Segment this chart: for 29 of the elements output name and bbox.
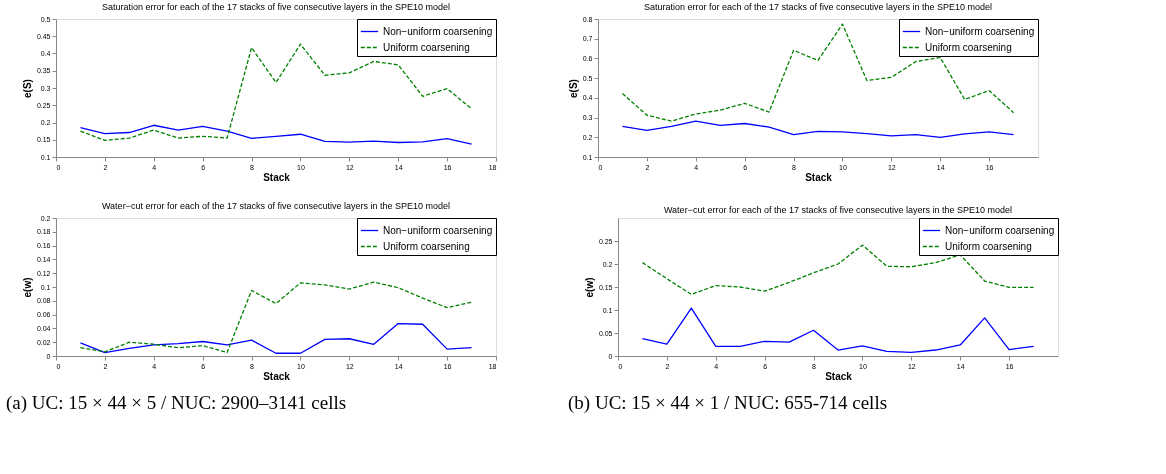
- legend-label: Uniform coarsening: [925, 41, 1012, 53]
- line-series: [79, 322, 473, 354]
- chart-title: Saturation error for each of the 17 stacks of five consecutive layers in the SPE10 model: [101, 2, 451, 12]
- line-series: [79, 124, 473, 145]
- x-axis-title: Stack: [263, 370, 291, 382]
- x-axis-title: Stack: [825, 370, 853, 382]
- legend-label: Uniform coarsening: [383, 41, 470, 53]
- line-series: [79, 43, 473, 142]
- y-axis-title: e(w): [21, 277, 33, 298]
- line-series: [641, 244, 1035, 296]
- line-series: [79, 281, 473, 354]
- legend-label: Non−uniform coarsening: [383, 25, 493, 37]
- legend-label: Non−uniform coarsening: [925, 25, 1035, 37]
- text: (b) UC: 15 × 44 × 1 / NUC: 655-714 cells: [568, 392, 888, 414]
- y-axis-title: e(S): [21, 79, 33, 98]
- text: (a) UC: 15 × 44 × 5 / NUC: 2900–3141 cells: [6, 392, 347, 414]
- legend-label: Non−uniform coarsening: [383, 224, 493, 236]
- chart-title: Water−cut error for each of the 17 stacks of five consecutive layers in the SPE10 model: [663, 204, 1013, 215]
- line-series: [621, 120, 1015, 138]
- chart-title: Saturation error for each of the 17 stacks of five consecutive layers in the SPE10 model: [643, 2, 993, 12]
- y-axis-title: e(w): [583, 277, 595, 298]
- legend-label: Non−uniform coarsening: [945, 224, 1055, 236]
- chart-title: Water−cut error for each of the 17 stacks of five consecutive layers in the SPE10 model: [101, 201, 451, 211]
- legend-label: Uniform coarsening: [945, 240, 1032, 252]
- x-axis-title: Stack: [805, 171, 833, 183]
- x-axis-title: Stack: [263, 171, 291, 183]
- y-axis-title: e(S): [567, 79, 579, 98]
- legend-label: Uniform coarsening: [383, 240, 470, 252]
- line-series: [641, 307, 1035, 353]
